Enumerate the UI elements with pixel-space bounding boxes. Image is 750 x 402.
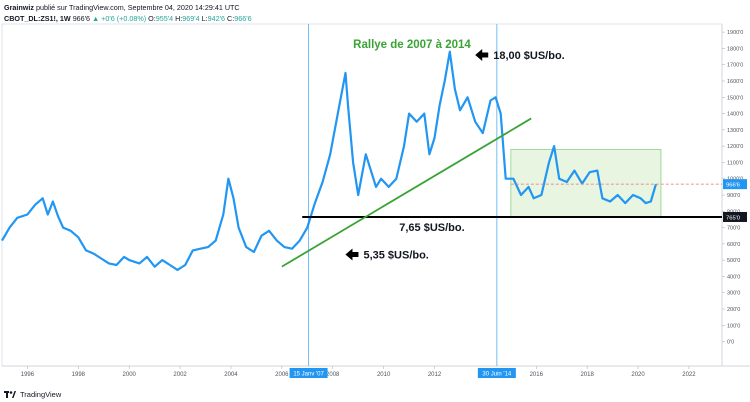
y-tick-label: 400'0	[727, 274, 740, 280]
y-tick-label: 900'0	[727, 193, 740, 199]
x-tick-label: 1998	[72, 372, 86, 378]
x-tick-label: 2020	[631, 372, 645, 378]
high-label: H:	[175, 14, 183, 23]
price-levels	[302, 183, 722, 218]
annotations: 18,00 $US/bo. 5,35 $US/bo. 7,65 $US/bo.	[345, 48, 565, 261]
y-tick-label: 1500'0	[727, 95, 743, 101]
y-tick-label: 1300'0	[727, 128, 743, 134]
support-price-badge-text: 765'0	[726, 215, 740, 221]
y-tick-label: 1200'0	[727, 144, 743, 150]
y-tick-label: 1400'0	[727, 112, 743, 118]
header-line-1: Grainwiz publié sur TradingView.com, Sep…	[4, 3, 744, 13]
vline-date-badge	[289, 368, 328, 378]
x-tick-label: 2022	[682, 372, 696, 378]
x-tick-label: 2010	[377, 372, 391, 378]
x-tick-label: 2018	[580, 372, 594, 378]
range-box	[510, 148, 662, 218]
footer-brand: TradingView	[4, 390, 61, 399]
current-price-badge-text: 966'6	[726, 183, 740, 189]
y-tick-label: 1600'0	[727, 79, 743, 85]
annotation-label: 18,00 $US/bo.	[493, 50, 565, 62]
symbol-label[interactable]: CBOT_DL:ZS1!, 1W	[4, 14, 71, 23]
header-line-2: CBOT_DL:ZS1!, 1W 966'6 ▲ +0'6 (+0.08%) O…	[4, 14, 744, 24]
low-value: 942'6	[207, 14, 226, 23]
left-arrow-icon	[475, 48, 489, 61]
vertical-markers	[308, 24, 498, 366]
open-label: O:	[148, 14, 156, 23]
close-value: 966'6	[234, 14, 252, 23]
trendline-group	[281, 117, 532, 268]
chart-header: Grainwiz publié sur TradingView.com, Sep…	[4, 3, 744, 24]
x-tick-label: 2008	[326, 372, 340, 378]
x-tick-label: 2016	[530, 372, 544, 378]
y-tick-label: 100'0	[727, 323, 740, 329]
tradingview-logo-icon	[4, 391, 16, 398]
range-box-rect	[510, 148, 662, 218]
y-tick-label: 200'0	[727, 307, 740, 313]
published-info: publié sur TradingView.com, Septembre 04…	[35, 3, 240, 12]
price-series	[1, 50, 657, 271]
support-price-badge	[723, 211, 747, 222]
chart-title: Rallye de 2007 à 2014	[353, 39, 471, 51]
last-price: 966'6	[72, 14, 91, 23]
y-tick-label: 300'0	[727, 291, 740, 297]
vline-date-label: 15 Janv '07	[293, 372, 324, 378]
y-tick-label: 600'0	[727, 242, 740, 248]
vline-date-badge	[477, 368, 516, 378]
y-axis-ticks: 0'0100'0200'0300'0400'0500'0600'0700'080…	[722, 30, 743, 346]
y-tick-label: 1700'0	[727, 63, 743, 69]
x-tick-label: 2002	[173, 372, 187, 378]
brand-name[interactable]: TradingView	[20, 390, 62, 399]
x-tick-label: 2000	[123, 372, 137, 378]
close-label: C:	[227, 14, 235, 23]
low-label: L:	[201, 14, 208, 23]
x-tick-label: 2004	[224, 372, 238, 378]
y-tick-label: 700'0	[727, 226, 740, 232]
y-tick-label: 1100'0	[727, 160, 743, 166]
y-tick-label: 1900'0	[727, 30, 743, 36]
annotation-label: 7,65 $US/bo.	[399, 222, 464, 234]
trendline	[281, 117, 532, 268]
author-name[interactable]: Grainwiz	[4, 3, 34, 12]
x-tick-label: 1996	[21, 372, 35, 378]
x-tick-label: 2006	[275, 372, 289, 378]
price-line	[1, 50, 657, 271]
open-value: 955'4	[155, 14, 174, 23]
x-axis-ticks: 1996 1998 2000 2002 2004 2006 2008 2010 2012 2016…	[21, 366, 696, 378]
annotation-label: 5,35 $US/bo.	[363, 249, 428, 261]
axis-badges: 966'6 765'0	[723, 179, 747, 222]
y-tick-label: 500'0	[727, 258, 740, 264]
left-arrow-icon	[345, 248, 359, 261]
current-price-badge	[723, 179, 747, 190]
x-tick-label: 2012	[428, 372, 442, 378]
high-value: 969'4	[182, 14, 200, 23]
price-change: ▲ +0'6 (+0.08%)	[92, 14, 147, 23]
y-tick-label: 1800'0	[727, 46, 743, 52]
vline-date-label: 30 Juin '14	[482, 372, 511, 378]
y-tick-label: 0'0	[727, 340, 734, 346]
